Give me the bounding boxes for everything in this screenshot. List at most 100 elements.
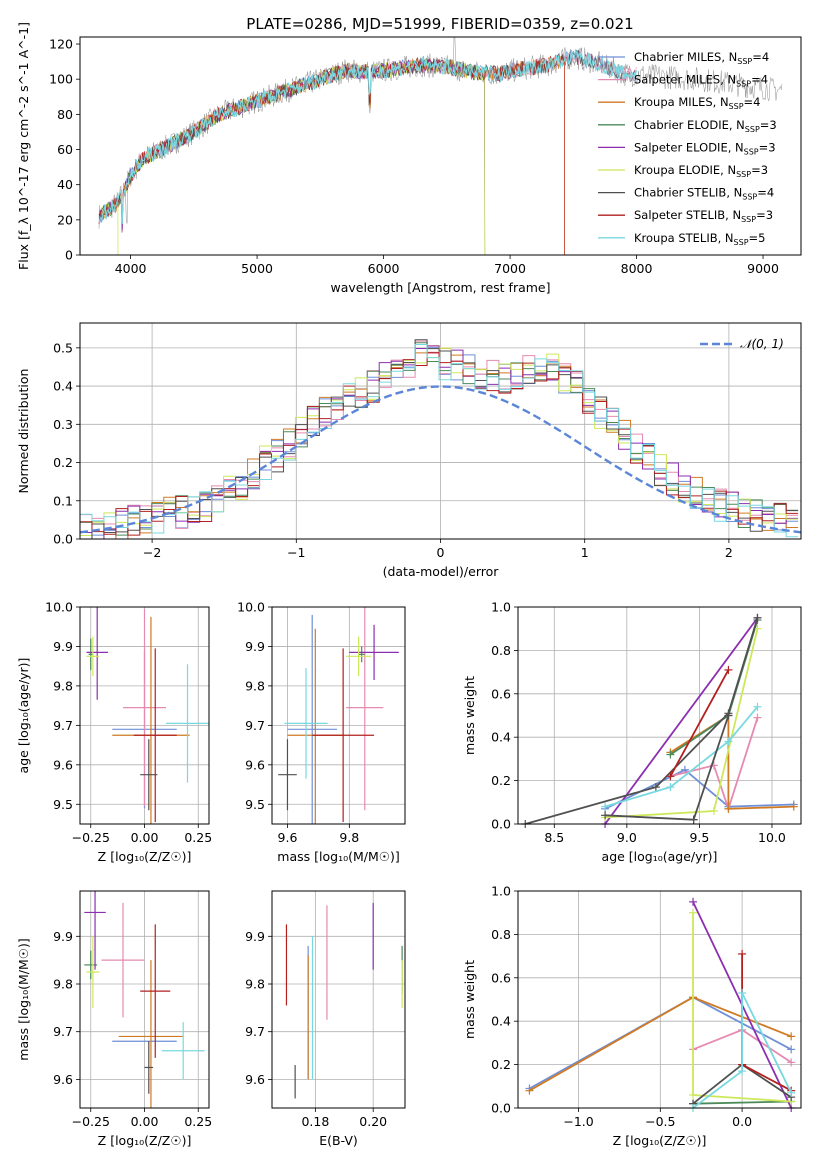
x-tick-label: −0.25 <box>72 1114 110 1129</box>
legend-label: Kroupa STELIB, NSSP=5 <box>634 231 765 247</box>
mass-weight-line <box>605 814 694 821</box>
legend-label-tail: =5 <box>749 231 766 245</box>
x-tick-label: 0.25 <box>184 1114 212 1129</box>
y-axis-label: mass weight <box>462 960 477 1039</box>
y-axis-label: mass [log₁₀(M/M☉)] <box>16 938 31 1060</box>
x-tick-label: 0.0 <box>732 1114 752 1129</box>
y-tick-label: 0.2 <box>53 455 73 470</box>
y-tick-label: 0.2 <box>491 1057 511 1072</box>
y-tick-label: 0.3 <box>53 417 73 432</box>
chart-mass_weight_vs_Z: −1.0 −0.5 0.0 0.0 0.2 0.4 0.6 0.8 1.0 Z [log₁₀(Z/… <box>462 884 802 1148</box>
y-tick-label: 40 <box>57 177 73 192</box>
y-tick-label: 10.0 <box>237 600 265 615</box>
chart-mass_weight_vs_age: 8.5 9.0 9.5 10.0 0.0 0.2 0.4 0.6 0.8 1.0 age [log₁… <box>462 600 802 864</box>
y-axis-label: Flux [f_λ 10^-17 erg cm^-2 s^-1 A^-1] <box>16 22 31 270</box>
y-tick-label: 0.4 <box>53 379 73 394</box>
legend-label: Chabrier STELIB, NSSP=4 <box>634 186 774 202</box>
mass-weight-line <box>604 617 759 824</box>
axes-frame <box>271 606 406 825</box>
legend-label-main: Salpeter STELIB, N <box>634 208 741 222</box>
axes-frame <box>517 890 802 1109</box>
y-tick-label: 0.5 <box>53 340 73 355</box>
legend-label: Salpeter ELODIE, NSSP=3 <box>634 140 776 156</box>
y-tick-label: 9.7 <box>245 718 265 733</box>
y-tick-label: 0.4 <box>491 1014 511 1029</box>
axes-frame <box>79 322 802 540</box>
axes-frame <box>79 36 802 256</box>
y-axis-label: age [log₁₀(age/yr)] <box>16 658 31 774</box>
y-tick-label: 0.0 <box>491 817 511 832</box>
legend-label-main: Salpeter MILES, N <box>634 73 736 87</box>
figure-title: PLATE=0286, MJD=51999, FIBERID=0359, z=0… <box>246 15 633 33</box>
y-tick-label: 9.9 <box>245 639 265 654</box>
y-tick-label: 9.8 <box>53 678 73 693</box>
y-tick-label: 9.8 <box>245 977 265 992</box>
x-tick-label: 10.0 <box>758 830 786 845</box>
x-axis-label: (data-model)/error <box>383 564 500 579</box>
mass-weight-line <box>692 992 793 1108</box>
mass-weight-line <box>669 669 730 777</box>
x-tick-label: 8.5 <box>544 830 564 845</box>
y-tick-label: 0.1 <box>53 493 73 508</box>
legend-label-main: Chabrier ELODIE, N <box>634 118 745 132</box>
x-axis-label: wavelength [Angstrom, rest frame] <box>330 280 550 295</box>
legend-label: Kroupa MILES, NSSP=4 <box>634 95 760 111</box>
legend-label-subscript: SSP <box>745 125 760 134</box>
legend-label-main: Chabrier STELIB, N <box>634 186 742 200</box>
x-tick-label: 0.20 <box>359 1114 387 1129</box>
y-tick-label: 0.8 <box>491 927 511 942</box>
mass-weight-line <box>525 617 759 824</box>
chart-residual-histogram: −2 −1 0 1 2 0.0 0.1 0.2 0.3 0.4 0.5 (data-model)/er… <box>16 322 802 579</box>
legend-label-tail: =4 <box>751 73 768 87</box>
y-axis-label: mass weight <box>462 676 477 755</box>
x-axis-label: Z [log₁₀(Z/Z☉)] <box>613 1133 707 1148</box>
y-tick-label: 0 <box>65 248 73 263</box>
y-tick-label: 0.4 <box>491 730 511 745</box>
x-tick-label: −1.0 <box>563 1114 593 1129</box>
legend-normal-label: 𝒩(0, 1) <box>740 337 784 351</box>
x-tick-label: 9.0 <box>617 830 637 845</box>
x-tick-label: 9.8 <box>339 830 359 845</box>
x-tick-label: −0.5 <box>645 1114 675 1129</box>
y-tick-label: 0.8 <box>491 643 511 658</box>
legend-label-main: Kroupa STELIB, N <box>634 231 734 245</box>
x-tick-label: 0.00 <box>131 1114 159 1129</box>
y-tick-label: 9.7 <box>53 1024 73 1039</box>
legend-label-subscript: SSP <box>737 57 752 66</box>
y-tick-label: 9.5 <box>245 797 265 812</box>
legend-label-main: Kroupa ELODIE, N <box>634 163 736 177</box>
axes-frame <box>517 606 802 825</box>
legend-label-subscript: SSP <box>742 193 757 202</box>
x-tick-label: 9000 <box>747 261 779 276</box>
mass-weight-line <box>669 713 794 810</box>
x-tick-label: 2 <box>725 545 733 560</box>
legend-label-subscript: SSP <box>736 80 751 89</box>
y-tick-label: 9.6 <box>245 1072 265 1087</box>
x-tick-label: 0.00 <box>131 830 159 845</box>
y-tick-label: 1.0 <box>491 600 511 615</box>
legend-label-subscript: SSP <box>734 238 749 247</box>
y-tick-label: 9.9 <box>53 639 73 654</box>
y-tick-label: 120 <box>49 37 73 52</box>
y-tick-label: 0.2 <box>491 773 511 788</box>
y-tick-label: 60 <box>57 142 73 157</box>
legend-label-main: Chabrier MILES, N <box>634 50 737 64</box>
mass-weight-line <box>692 1100 792 1105</box>
histogram-step-line <box>80 345 799 539</box>
x-axis-label: Z [log₁₀(Z/Z☉)] <box>98 1133 192 1148</box>
x-axis-label: mass [log₁₀(M/M☉)] <box>277 849 399 864</box>
x-tick-label: 0.25 <box>184 830 212 845</box>
x-tick-label: 8000 <box>621 261 653 276</box>
y-tick-label: 9.9 <box>53 929 73 944</box>
model-spectrum-line <box>98 49 637 225</box>
y-tick-label: 100 <box>49 72 73 87</box>
x-tick-label: 0 <box>437 545 445 560</box>
y-tick-label: 9.6 <box>53 757 73 772</box>
chart-age_vs_mass: 9.6 9.8 9.5 9.6 9.7 9.8 9.9 10.0 mass [log₁₀(M/M… <box>237 600 406 864</box>
chart-mass_vs_ebv: 0.18 0.20 9.6 9.7 9.8 9.9 E(B-V) <box>245 890 406 1148</box>
y-tick-label: 20 <box>57 212 73 227</box>
legend-label: Chabrier ELODIE, NSSP=3 <box>634 118 777 134</box>
y-tick-label: 0.6 <box>491 686 511 701</box>
